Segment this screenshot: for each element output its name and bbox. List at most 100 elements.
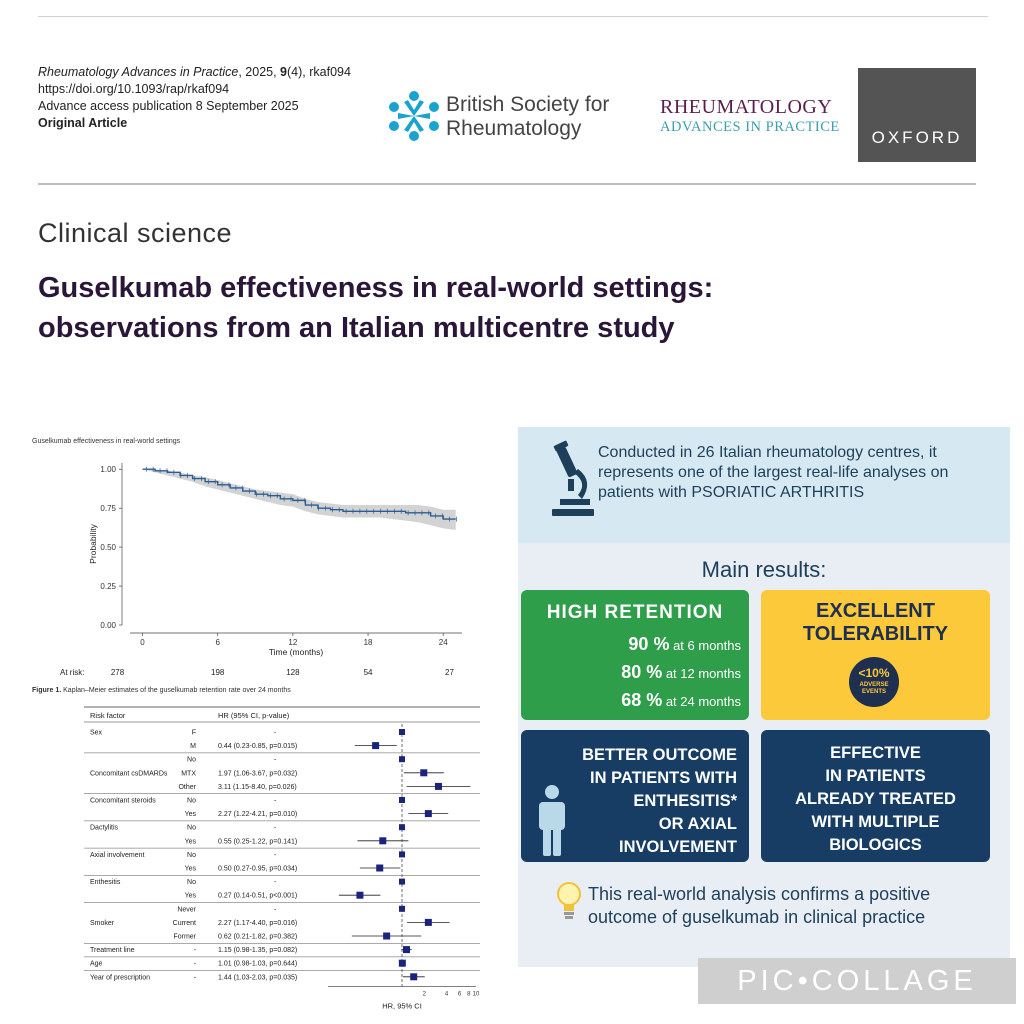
forest-hr-text: - (274, 730, 277, 737)
enth-line: OR AXIAL (658, 815, 737, 833)
infographic-intro-panel: Conducted in 26 Italian rheumatology cen… (518, 427, 1010, 543)
forest-hr-text: - (274, 852, 277, 859)
biologics-tile: EFFECTIVE IN PATIENTS ALREADY TREATED WI… (761, 730, 990, 862)
forest-level-label: - (194, 974, 197, 981)
main-results-heading: Main results: (701, 557, 827, 582)
forest-hr-marker (372, 742, 380, 750)
retention-12-months: 80 % at 12 months (621, 662, 741, 683)
forest-hr-text: 0.27 (0.14-0.51, p<0.001) (218, 893, 297, 900)
forest-level-label: Yes (185, 838, 197, 845)
forest-x-tick-label: 2 (423, 991, 427, 997)
biologics-text: EFFECTIVE IN PATIENTS ALREADY TREATED WI… (761, 742, 990, 857)
bio-line: ALREADY TREATED (795, 790, 956, 808)
tolerability-title-line2: TOLERABILITY (802, 623, 949, 645)
forest-level-label: Yes (185, 811, 197, 818)
km-chart: 0.00 0.25 0.50 0.75 1.00 0 6 12 18 24 Time (months… (60, 463, 462, 677)
light-bulb-icon (557, 882, 581, 919)
forest-level-label: Former (173, 934, 196, 941)
forest-level-label: No (187, 798, 196, 805)
tolerability-tile: EXCELLENT TOLERABILITY <10% ADVERSE EVEN… (761, 590, 990, 720)
forest-factor-label: Dactylitis (90, 825, 119, 832)
top-rule (38, 16, 988, 17)
title-line-2: observations from an Italian multicentre… (38, 312, 675, 344)
microscope-icon (552, 440, 594, 516)
forest-plot: Risk factor HR (95% CI, p-value) Sex F - M 0.4… (84, 706, 480, 1020)
person-icon (539, 785, 565, 856)
km-ci-band (142, 469, 456, 530)
bsr-line1: British Society for (446, 93, 610, 116)
forest-factor-label: Year of prescription (90, 974, 150, 981)
enth-line: ENTHESITIS* (633, 792, 737, 810)
forest-level-label: F (192, 730, 196, 737)
forest-hr-text: 2.27 (1.17-4.40, p=0.016) (218, 920, 297, 927)
figure-caption-text: Kaplan–Meier estimates of the guselkumab… (61, 687, 291, 694)
forest-hr-marker (376, 864, 384, 872)
forest-factor-label: Sex (90, 730, 103, 737)
enth-line: INVOLVEMENT (619, 838, 737, 856)
rap-subtitle: ADVANCES IN PRACTICE (660, 119, 840, 135)
forest-level-label: M (190, 743, 196, 750)
at-risk-count: 27 (445, 668, 454, 677)
citation-year: , 2025, (238, 65, 281, 79)
bsr-line2: Rheumatology (446, 117, 582, 140)
bio-line: EFFECTIVE (830, 744, 921, 762)
km-x-tick-label: 6 (215, 638, 220, 647)
figure-header: Guselkumab effectiveness in real-world s… (32, 438, 181, 445)
enth-line: IN PATIENTS WITH (590, 769, 737, 787)
forest-factor-label: Enthesitis (90, 879, 121, 886)
forest-level-label: - (194, 947, 197, 954)
rap-title: RHEUMATOLOGY (660, 96, 833, 118)
forest-factor-label: Axial involvement (90, 852, 145, 859)
forest-hr-marker (410, 973, 418, 981)
forest-level-label: Yes (185, 866, 197, 873)
forest-x-tick-label: 8 (467, 991, 471, 997)
retention-label: at 24 months (662, 694, 741, 709)
forest-plot-svg: Risk factor HR (95% CI, p-value) Sex F - M 0.4… (84, 706, 480, 1010)
retention-pct: 80 % (621, 662, 663, 682)
retention-6-months: 90 % at 6 months (628, 634, 741, 655)
oxford-logo: OXFORD (858, 68, 976, 162)
km-y-tick-label: 0.25 (100, 582, 116, 591)
forest-hr-text: 0.50 (0.27-0.95, p=0.034) (218, 866, 297, 873)
forest-level-label: No (187, 825, 196, 832)
enth-line: BETTER OUTCOME (582, 746, 737, 764)
forest-hr-marker (356, 891, 364, 899)
at-risk-count: 54 (364, 668, 373, 677)
retention-tile: HIGH RETENTION 90 % at 6 months 80 % at … (521, 590, 749, 720)
title-line-1: Guselkumab effectiveness in real-world s… (38, 272, 714, 304)
retention-label: at 6 months (669, 638, 741, 653)
forest-factor-label: Treatment line (90, 947, 135, 954)
km-x-axis-label: Time (months) (269, 647, 324, 657)
forest-level-label: MTX (181, 770, 196, 777)
forest-hr-text: - (274, 879, 277, 886)
forest-x-tick-label: 6 (458, 991, 462, 997)
citation-line: Rheumatology Advances in Practice, 2025,… (38, 64, 378, 81)
article-id: , rkaf094 (302, 65, 351, 79)
infographic: Conducted in 26 Italian rheumatology cen… (518, 427, 1010, 967)
bio-line: WITH MULTIPLE (811, 813, 940, 831)
retention-title: HIGH RETENTION (546, 602, 724, 623)
doi-link[interactable]: https://doi.org/10.1093/rap/rkaf094 (38, 82, 230, 96)
forest-hr-marker (420, 769, 428, 777)
adverse-events-badge: <10% ADVERSE EVENTS (849, 657, 899, 707)
piccollage-watermark: PIC•COLLAGE (698, 958, 1016, 1004)
forest-hr-marker (434, 782, 442, 790)
figure-label: Figure 1. (32, 687, 62, 694)
forest-hr-text: 3.11 (1.15-8.40, p=0.026) (218, 784, 297, 791)
forest-level-label: Current (173, 920, 196, 927)
forest-factor-label: Age (90, 961, 103, 968)
forest-level-label: No (187, 879, 196, 886)
header-rule (38, 183, 976, 185)
km-x-tick-label: 24 (439, 638, 448, 647)
at-risk-label: At risk: (60, 668, 84, 677)
bsr-name: British Society for Rheumatology (446, 93, 609, 141)
forest-x-axis-label: HR, 95% CI (382, 1001, 422, 1010)
forest-hr-text: 0.55 (0.25-1.22, p=0.141) (218, 838, 297, 845)
forest-factor-label: Concomitant steroids (90, 798, 156, 805)
forest-x-tick-label: 10 (473, 991, 480, 997)
forest-level-label: Yes (185, 893, 197, 900)
forest-hr-text: 1.01 (0.98-1.03, p=0.644) (218, 961, 297, 968)
forest-hr-text: 1.15 (0.98-1.35, p=0.082) (218, 947, 297, 954)
badge-line1: ADVERSE (859, 682, 889, 688)
tolerability-title-line1: EXCELLENT (816, 600, 935, 622)
